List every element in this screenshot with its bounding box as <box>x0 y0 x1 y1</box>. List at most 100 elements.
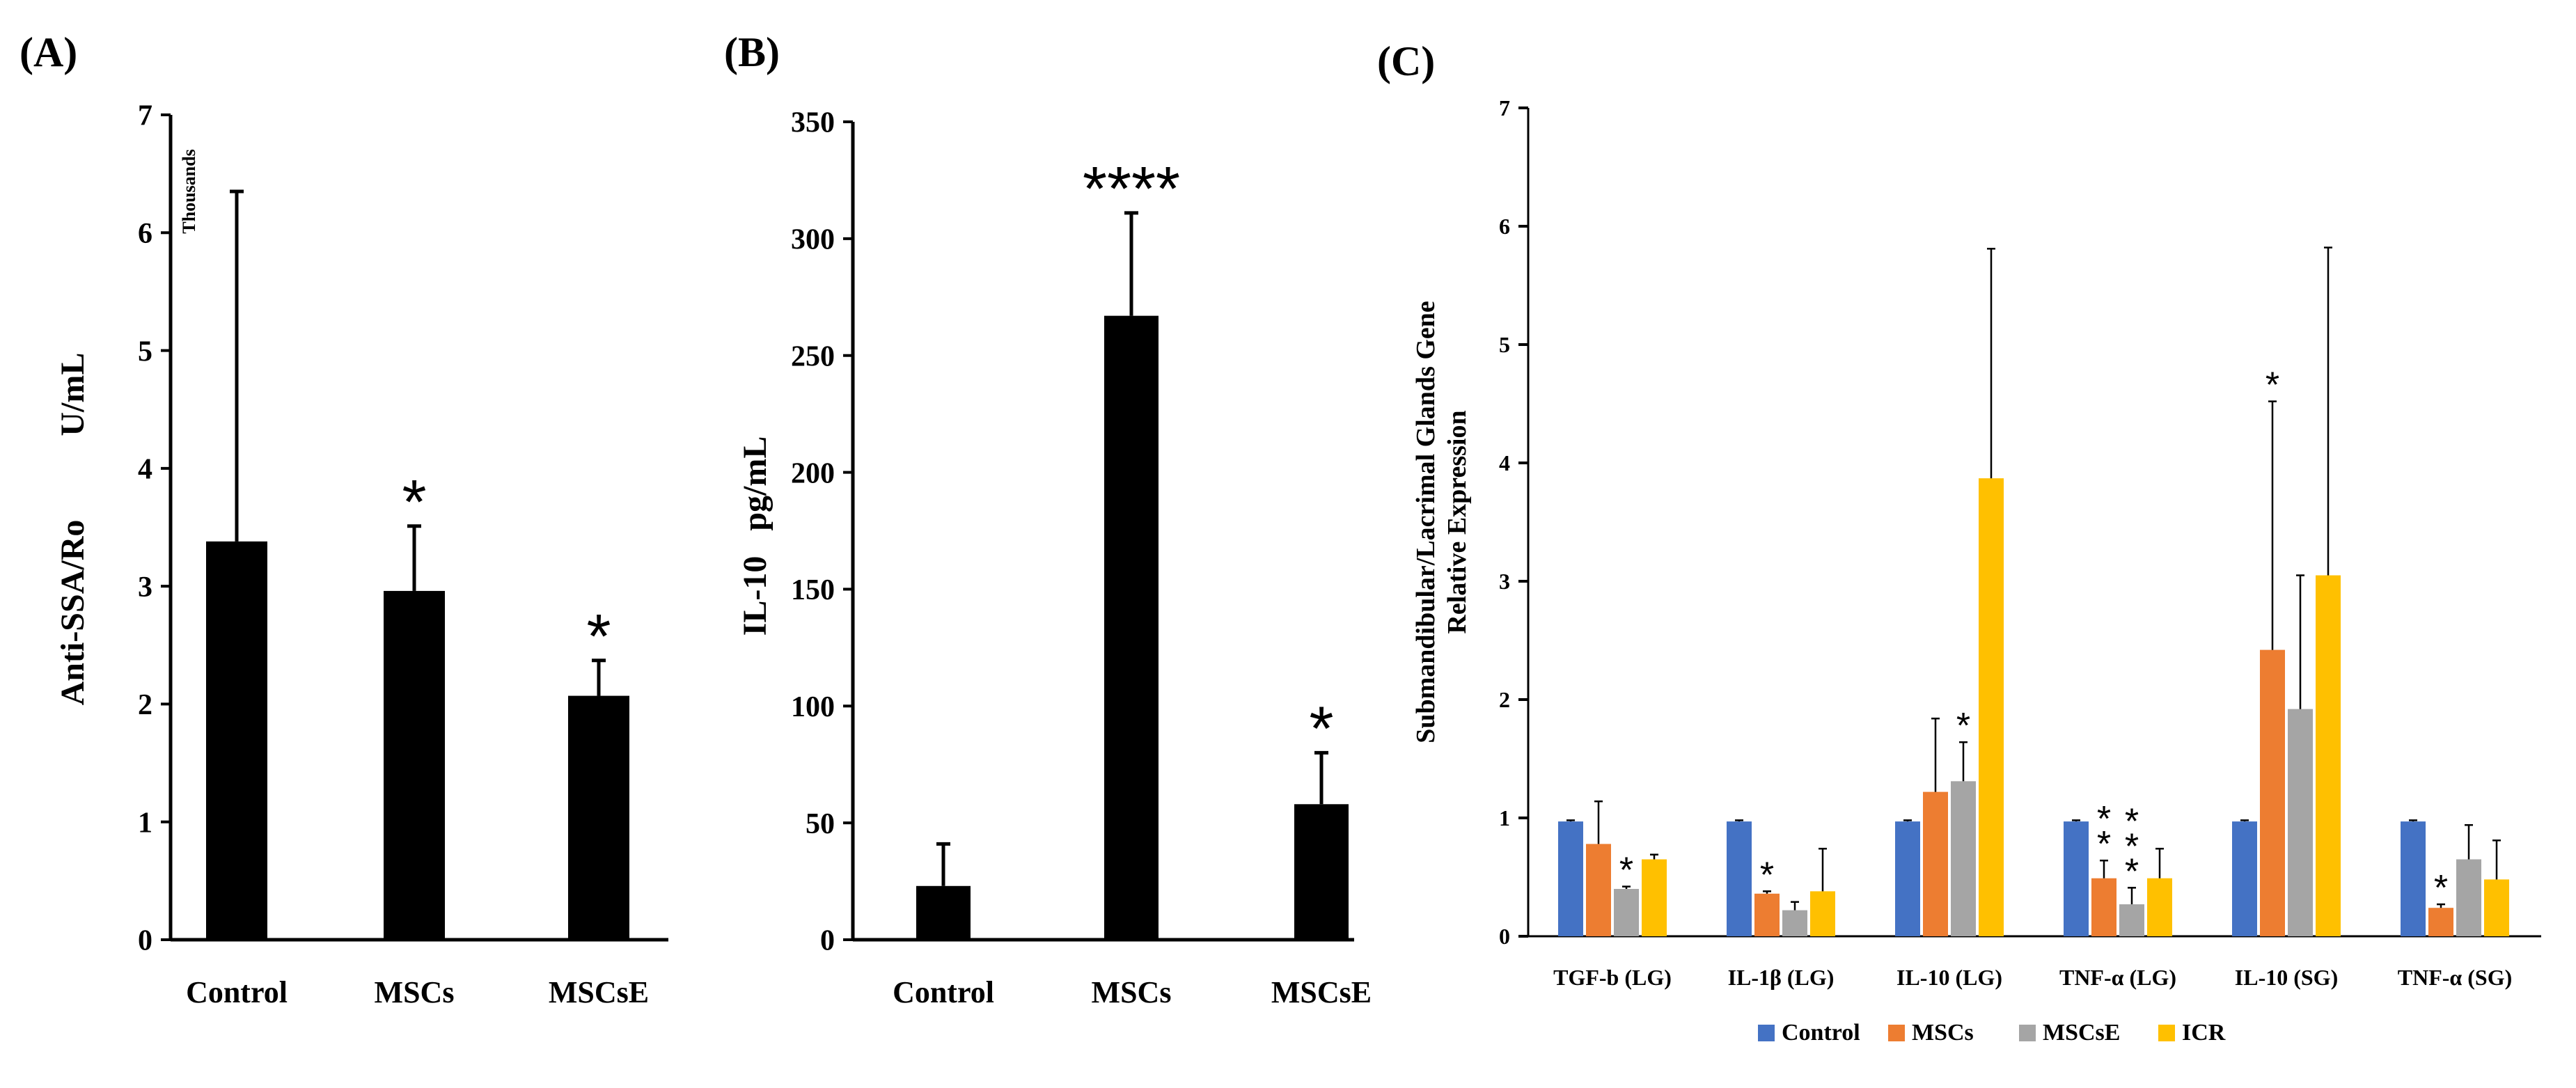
y-tick-label: 7 <box>1499 95 1510 120</box>
y-tick-label: 0 <box>138 925 152 957</box>
bar-icr <box>2484 879 2509 936</box>
bar-mscse <box>1782 910 1807 936</box>
bar-mscse <box>1294 804 1349 940</box>
x-category-label: Control <box>893 975 994 1009</box>
x-category-label: TGF-b (LG) <box>1553 965 1672 990</box>
significance-star: * <box>2265 365 2279 406</box>
bar-icr <box>1979 478 2004 936</box>
bar-mscse <box>2456 859 2481 936</box>
bar-mscs <box>1586 844 1611 936</box>
y-tick-label: 4 <box>138 454 152 486</box>
bar-control <box>1727 821 1752 936</box>
y-tick-label: 150 <box>791 574 835 606</box>
x-category-label: MSCs <box>1092 975 1172 1009</box>
y-tick-label: 50 <box>806 808 835 840</box>
x-category-label: IL-10 (LG) <box>1896 965 2002 990</box>
x-category-label: TNF-α (SG) <box>2398 965 2513 990</box>
significance-star: * <box>1760 855 1774 895</box>
legend-swatch-mscse <box>2019 1025 2036 1041</box>
y-tick-label: 5 <box>138 336 152 368</box>
y-tick-label: 0 <box>1499 924 1510 949</box>
bar-control <box>2232 821 2257 936</box>
bar-mscs <box>2428 908 2453 936</box>
y-axis-title-line-2: Relative Expression <box>1443 410 1472 633</box>
significance-star: * <box>2097 799 2111 839</box>
bar-control <box>1558 821 1583 936</box>
significance-star: * <box>2097 824 2111 865</box>
y-tick-label: 1 <box>138 807 152 839</box>
legend: Control MSCs MSCsE ICR <box>1758 1020 2226 1046</box>
panel-c: (C) 0 1 2 3 4 5 6 7 TGF-b (LG) IL-1β (LG) IL-10 (LG… <box>1377 38 2541 1046</box>
bar-icr <box>1810 891 1835 936</box>
panel-label: (A) <box>19 29 77 75</box>
bar-control <box>2064 821 2089 936</box>
y-axis-title: Submandibular/Lacrimal Glands Gene <box>1411 301 1440 743</box>
y-tick-label: 3 <box>1499 569 1510 594</box>
x-category-label: Control <box>186 975 288 1009</box>
legend-swatch-icr <box>2158 1025 2175 1041</box>
y-axis-unit-note: Thousands <box>179 149 199 233</box>
legend-item-label: MSCs <box>1912 1020 1974 1046</box>
legend-swatch-mscs <box>1888 1025 1905 1041</box>
bar-mscse <box>2288 709 2313 936</box>
significance-star: * <box>1619 851 1633 891</box>
bar-icr <box>2316 575 2341 936</box>
x-category-label: MSCsE <box>549 975 649 1009</box>
y-tick-label: 200 <box>791 457 835 489</box>
legend-item-label: MSCsE <box>2043 1020 2120 1046</box>
significance-star: * <box>2125 826 2139 867</box>
y-axis-title: Anti-SSA/Ro U/mL <box>54 353 91 706</box>
bar-control <box>2401 821 2426 936</box>
x-category-label: MSCsE <box>1271 975 1372 1009</box>
bar-mscse <box>568 695 629 940</box>
legend-swatch-control <box>1758 1025 1775 1041</box>
significance-stars: * <box>586 602 611 672</box>
bar-mscs <box>2260 649 2285 936</box>
significance-star: * <box>2125 801 2139 842</box>
bar-mscse <box>2119 904 2144 936</box>
y-tick-label: 3 <box>138 571 152 604</box>
y-tick-label: 300 <box>791 224 835 256</box>
panel-a: (A) 0 1 2 3 4 5 6 7 Control * MSCs * MSCsE Anti-SSA/Ro… <box>19 29 668 1009</box>
x-category-label: IL-1β (LG) <box>1728 965 1835 990</box>
y-tick-label: 5 <box>1499 332 1510 357</box>
y-tick-label: 6 <box>138 218 152 250</box>
bar-icr <box>2147 878 2172 936</box>
bar-control <box>916 885 971 940</box>
bar-mscs <box>1923 791 1948 936</box>
bar-icr <box>1642 859 1667 936</box>
legend-item-label: ICR <box>2182 1020 2226 1046</box>
y-tick-label: 7 <box>138 100 152 132</box>
y-axis-title: IL-10 pg/mL <box>737 436 773 636</box>
panel-label: (B) <box>724 29 780 75</box>
legend-item-label: Control <box>1782 1020 1860 1046</box>
bar-mscse <box>1614 889 1639 936</box>
y-tick-label: 1 <box>1499 805 1510 830</box>
bar-control <box>1895 821 1920 936</box>
significance-star: * <box>1956 706 1970 746</box>
panel-label: (C) <box>1377 38 1435 84</box>
bar-mscs <box>384 590 445 940</box>
y-tick-label: 0 <box>820 925 835 957</box>
significance-stars: * <box>402 468 426 537</box>
x-category-label: IL-10 (SG) <box>2235 965 2338 990</box>
significance-stars: * <box>1309 694 1333 764</box>
bar-control <box>206 541 267 940</box>
significance-stars: **** <box>1083 155 1180 224</box>
bar-mscs <box>1754 893 1780 936</box>
panel-b: (B) 0 50 100 150 200 250 300 350 Control **** MSCs *… <box>724 29 1372 1009</box>
x-category-label: MSCs <box>375 975 455 1009</box>
y-tick-label: 350 <box>791 107 835 139</box>
significance-star: * <box>2434 868 2448 908</box>
x-category-label: TNF-α (LG) <box>2059 965 2176 990</box>
y-tick-label: 2 <box>138 689 152 721</box>
bar-mscse <box>1951 781 1976 936</box>
y-tick-label: 250 <box>791 340 835 372</box>
significance-star: * <box>2125 851 2139 892</box>
y-tick-label: 2 <box>1499 687 1510 712</box>
y-tick-label: 4 <box>1499 450 1510 475</box>
y-tick-label: 100 <box>791 691 835 723</box>
y-tick-label: 6 <box>1499 214 1510 239</box>
bar-mscs <box>1104 315 1159 940</box>
